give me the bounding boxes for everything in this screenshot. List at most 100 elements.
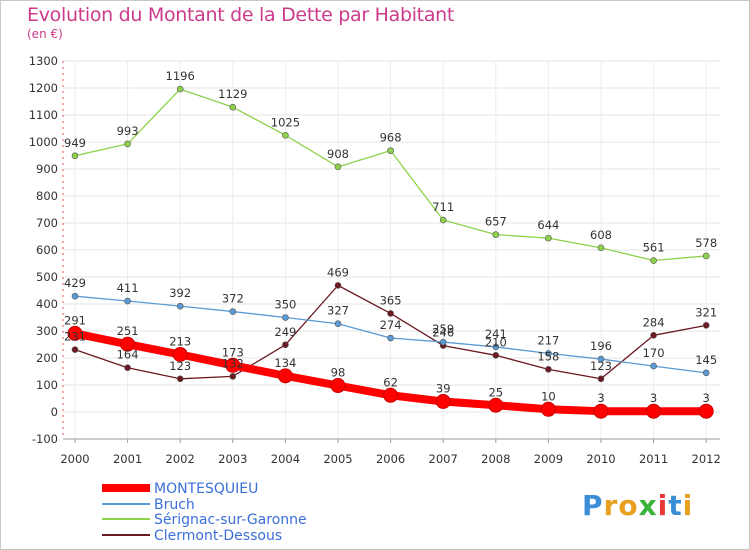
data-label: 173 [222,345,244,359]
logo-letter: i [657,489,669,522]
data-label: 246 [432,326,454,340]
y-tick-label: 500 [36,270,58,284]
data-point [593,403,609,419]
x-tick-label: 2006 [376,452,405,466]
data-point [492,231,500,238]
chart-unit: (en €) [27,27,63,41]
data-point [439,338,447,346]
data-label: 145 [695,353,717,367]
series-s-rignac-sur-garonne [71,85,710,264]
data-label: 217 [537,333,559,347]
data-label: 392 [169,286,191,300]
data-label: 429 [64,276,86,290]
data-point [334,163,342,171]
data-point [387,334,394,342]
data-point [229,103,237,111]
data-point [387,310,394,317]
data-point [488,397,504,413]
data-point [172,346,188,362]
y-tick-label: 100 [36,378,58,392]
y-tick-label: 800 [36,189,58,203]
series-bruch [71,292,710,377]
series-montesquieu [67,325,714,419]
data-point [71,346,79,353]
data-point [334,282,342,289]
data-label: 210 [485,335,507,349]
logo-letter: i [682,489,694,522]
data-label: 608 [590,228,612,242]
data-point [646,403,662,419]
x-tick-label: 2010 [586,452,615,466]
y-tick-label: 1000 [29,135,58,149]
data-label: 327 [327,304,349,318]
y-tick-label: 1100 [29,108,58,122]
data-label: 164 [117,348,139,362]
data-label: 259 [432,322,454,336]
data-label: 132 [222,356,244,370]
data-point [282,314,289,321]
data-point [67,325,83,341]
data-label: 62 [383,375,398,389]
data-point [330,378,346,394]
data-label: 908 [327,147,349,161]
y-tick-label: 900 [36,162,58,176]
data-point [597,244,605,252]
data-point [492,351,500,359]
logo-letter: t [668,489,683,522]
y-tick-label: 600 [36,243,58,257]
data-point [229,373,237,380]
legend-label: Sérignac-sur-Garonne [154,512,307,528]
data-point [597,355,605,363]
data-label: 1025 [271,115,300,129]
x-tick-label: 2000 [60,452,89,466]
data-point [71,152,79,160]
data-label: 949 [64,136,86,150]
data-label: 993 [117,124,139,138]
data-point [124,364,131,372]
x-tick-label: 2005 [323,452,352,466]
data-label: 411 [117,281,139,295]
x-tick-label: 2008 [481,452,510,466]
y-tick-label: 1300 [29,54,58,68]
logo-letter: P [582,489,604,522]
data-label: 968 [380,131,402,145]
data-label: 10 [541,389,556,403]
logo-letter: o [618,489,639,522]
data-point [71,292,79,300]
grid [63,60,720,440]
y-tick-label: 0 [51,405,58,419]
y-tick-label: 1200 [29,81,58,95]
proxiti-logo: Proxiti [582,489,693,522]
data-label: 251 [117,324,139,338]
data-point [492,343,500,351]
data-point [439,216,447,224]
data-point [545,350,552,357]
data-label: 98 [331,366,346,380]
data-label: 657 [485,215,507,229]
data-point [124,297,131,305]
legend-label: Bruch [154,497,195,513]
x-tick-label: 2007 [429,452,458,466]
data-point [383,387,399,403]
x-tick-label: 2003 [218,452,247,466]
data-label: 578 [695,236,717,250]
data-point [702,322,710,329]
data-label: 350 [274,298,296,312]
x-tick-label: 2004 [271,452,300,466]
data-point [702,252,710,260]
data-label: 241 [485,327,507,341]
data-label: 123 [590,359,612,373]
data-label: 3 [650,391,657,405]
data-label: 123 [169,359,191,373]
y-tick-label: 700 [36,216,58,230]
data-point [435,393,451,409]
data-point [540,401,556,417]
data-label: 196 [590,339,612,353]
data-label: 249 [274,325,296,339]
data-label: 158 [537,349,559,363]
data-point [650,362,657,370]
data-label: 170 [643,346,665,360]
data-label: 213 [169,334,191,348]
